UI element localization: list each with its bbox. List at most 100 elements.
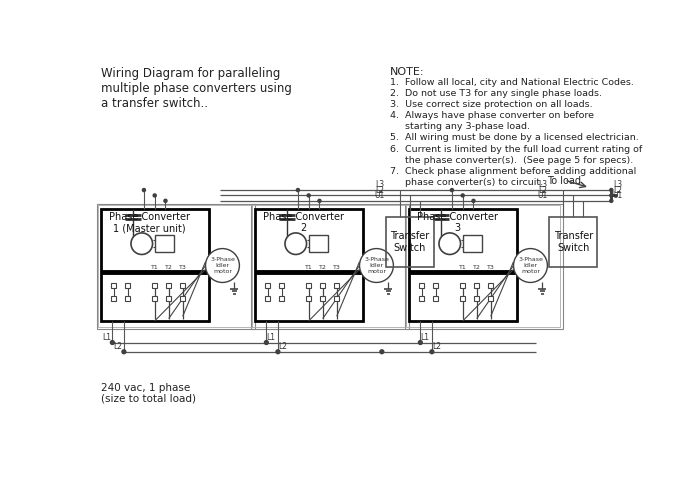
Text: 6.  Current is limited by the full load current rating of: 6. Current is limited by the full load c…	[389, 144, 642, 154]
Bar	[181, 283, 185, 288]
Bar	[153, 283, 157, 288]
Circle shape	[276, 350, 280, 353]
Bar	[489, 296, 493, 301]
Text: U1: U1	[374, 191, 384, 200]
Circle shape	[307, 194, 310, 197]
Bar	[461, 283, 465, 288]
Circle shape	[296, 188, 300, 192]
Text: L3: L3	[613, 180, 622, 189]
Circle shape	[430, 350, 434, 353]
Text: T3: T3	[486, 265, 495, 270]
Text: L3: L3	[538, 180, 547, 189]
Bar	[167, 296, 171, 301]
Circle shape	[472, 199, 475, 203]
Text: L3: L3	[375, 180, 384, 189]
Bar	[255, 210, 363, 321]
Text: phase converter(s) to circuit.: phase converter(s) to circuit.	[389, 178, 542, 187]
Circle shape	[153, 194, 156, 197]
Bar	[155, 235, 174, 252]
Text: L2: L2	[613, 186, 622, 195]
Text: L1: L1	[266, 333, 275, 342]
Text: Wiring Diagram for paralleling
multiple phase converters using
a transfer switch: Wiring Diagram for paralleling multiple …	[101, 67, 292, 110]
Circle shape	[380, 350, 384, 353]
Bar	[307, 283, 311, 288]
Text: 3-Phase
Idler
motor: 3-Phase Idler motor	[210, 257, 235, 274]
Bar	[279, 296, 284, 301]
Circle shape	[122, 350, 126, 353]
Bar	[386, 217, 434, 267]
Text: To load: To load	[547, 176, 582, 186]
Bar	[335, 296, 339, 301]
Circle shape	[318, 199, 321, 203]
Bar	[111, 296, 116, 301]
Text: L1: L1	[102, 333, 111, 342]
Circle shape	[142, 188, 146, 192]
Text: T3: T3	[332, 265, 341, 270]
Circle shape	[610, 199, 613, 203]
Bar	[99, 206, 253, 327]
Circle shape	[265, 341, 268, 345]
Text: Transfer
Switch: Transfer Switch	[554, 231, 593, 253]
Bar	[475, 283, 479, 288]
Text: U1: U1	[613, 191, 623, 200]
Bar	[111, 283, 116, 288]
Circle shape	[206, 248, 239, 282]
Text: 1.  Follow all local, city and National Electric Codes.: 1. Follow all local, city and National E…	[389, 77, 634, 87]
Bar	[405, 204, 563, 329]
Bar	[321, 283, 325, 288]
Text: T2: T2	[164, 265, 173, 270]
Bar	[307, 296, 311, 301]
Text: L2: L2	[375, 186, 384, 195]
Text: L1: L1	[420, 333, 429, 342]
Circle shape	[439, 233, 461, 254]
Text: T2: T2	[473, 265, 481, 270]
Text: U1: U1	[537, 191, 547, 200]
Bar	[309, 235, 328, 252]
Bar	[489, 283, 493, 288]
Bar	[475, 296, 479, 301]
Bar	[433, 296, 438, 301]
Text: the phase converter(s).  (See page 5 for specs).: the phase converter(s). (See page 5 for …	[389, 156, 633, 165]
Bar	[125, 283, 130, 288]
Text: NOTE:: NOTE:	[389, 67, 424, 77]
Bar	[253, 206, 407, 327]
Text: Phase Converter
1 (Master unit): Phase Converter 1 (Master unit)	[108, 211, 190, 233]
Text: 240 vac, 1 phase: 240 vac, 1 phase	[101, 383, 190, 392]
Bar	[101, 210, 209, 321]
Circle shape	[164, 199, 167, 203]
Text: L2: L2	[432, 342, 441, 351]
Text: Phase Converter
2: Phase Converter 2	[262, 211, 344, 233]
Bar	[549, 217, 598, 267]
Text: Phase Converter
3: Phase Converter 3	[416, 211, 498, 233]
Bar	[125, 296, 130, 301]
Bar	[251, 204, 409, 329]
Bar	[419, 296, 424, 301]
Text: 5.  All wiring must be done by a licensed electrician.: 5. All wiring must be done by a licensed…	[389, 134, 638, 142]
Text: 7.  Check phase alignment before adding additional: 7. Check phase alignment before adding a…	[389, 167, 636, 176]
Bar	[265, 296, 270, 301]
Circle shape	[514, 248, 547, 282]
Text: T1: T1	[150, 265, 159, 270]
Bar	[279, 283, 284, 288]
Text: (size to total load): (size to total load)	[101, 393, 196, 403]
Text: L2: L2	[278, 342, 287, 351]
Text: T3: T3	[178, 265, 187, 270]
Bar	[167, 283, 171, 288]
Circle shape	[450, 188, 454, 192]
Circle shape	[610, 194, 613, 197]
Text: T1: T1	[458, 265, 467, 270]
Text: 2.  Do not use T3 for any single phase loads.: 2. Do not use T3 for any single phase lo…	[389, 89, 601, 98]
Circle shape	[360, 248, 393, 282]
Bar	[409, 210, 517, 321]
Bar	[153, 296, 157, 301]
Bar	[407, 206, 561, 327]
Circle shape	[419, 341, 422, 345]
Text: 4.  Always have phase converter on before: 4. Always have phase converter on before	[389, 111, 594, 120]
Text: L2: L2	[538, 186, 547, 195]
Circle shape	[610, 188, 613, 192]
Circle shape	[461, 194, 464, 197]
Text: 3.  Use correct size protection on all loads.: 3. Use correct size protection on all lo…	[389, 100, 592, 109]
Text: 3-Phase
Idler
motor: 3-Phase Idler motor	[364, 257, 389, 274]
Text: L2: L2	[113, 342, 122, 351]
Bar	[181, 296, 185, 301]
